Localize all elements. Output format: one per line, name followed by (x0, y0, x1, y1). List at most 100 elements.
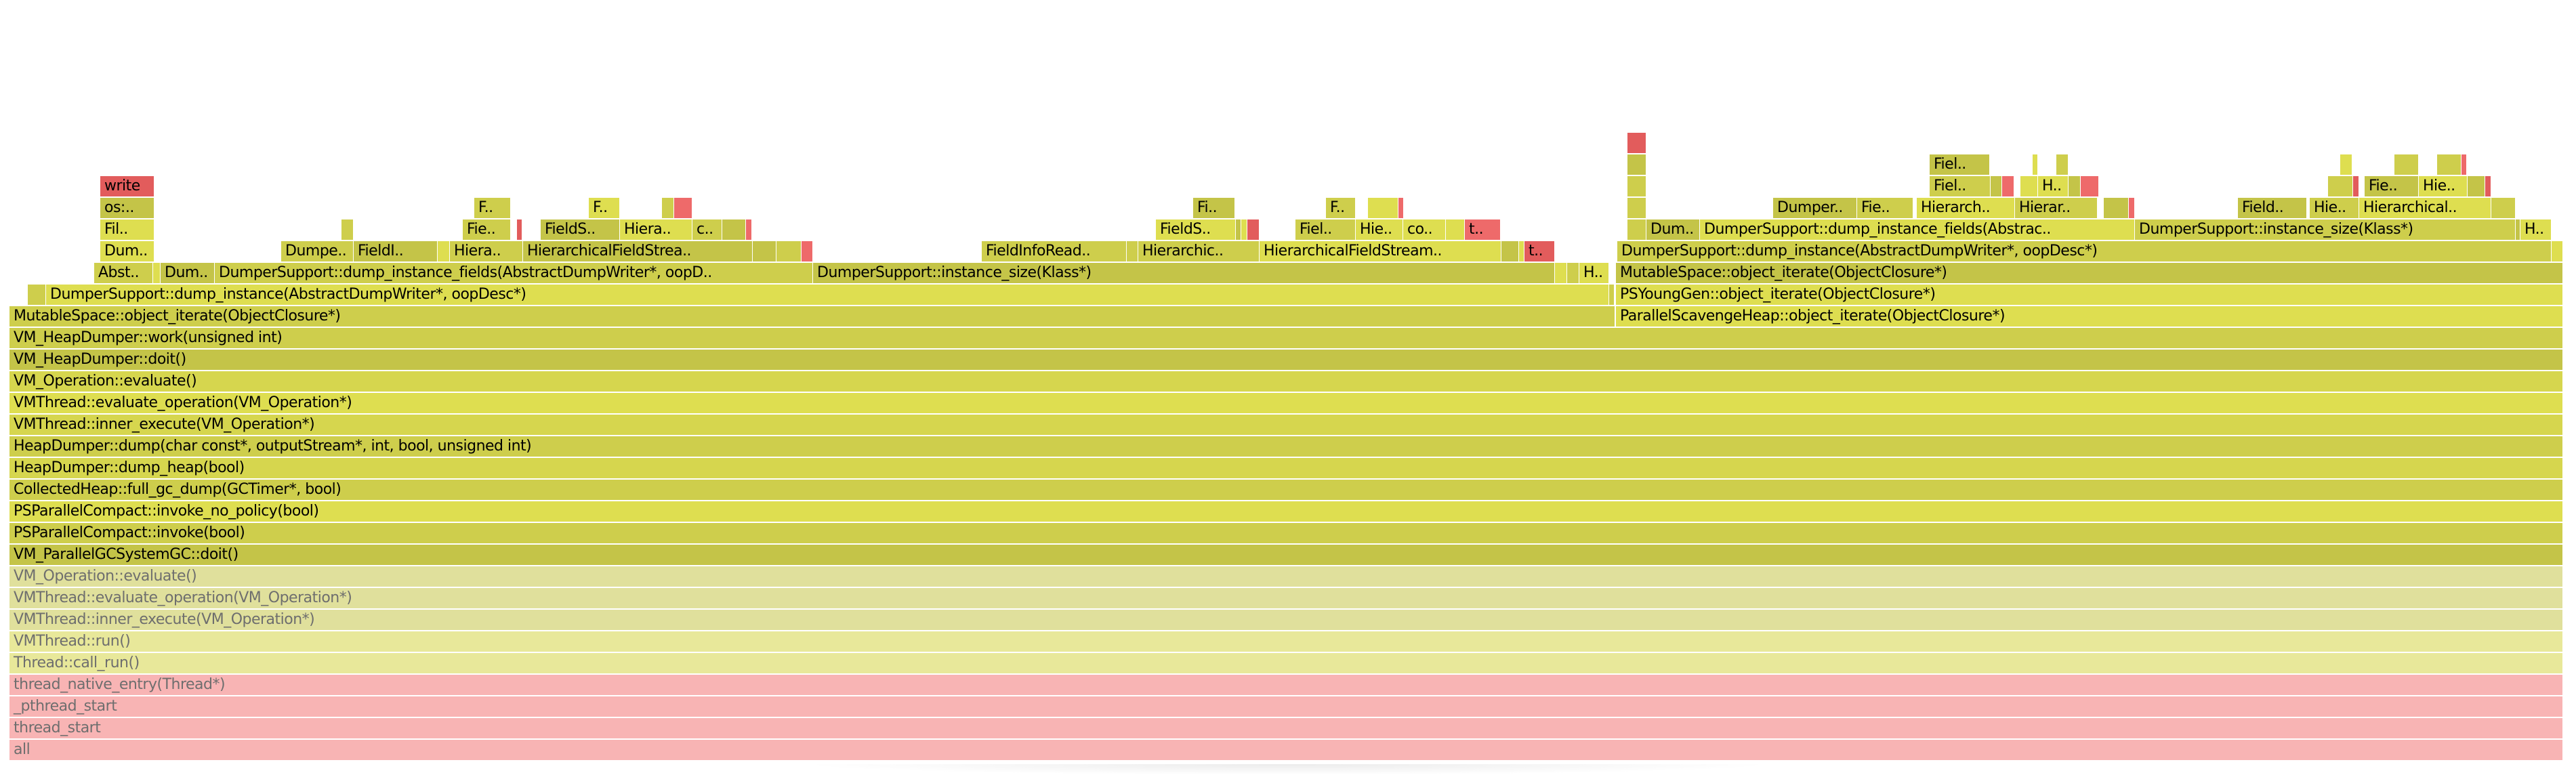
flame-frame[interactable]: DumperSupport::dump_instance(AbstractDum… (46, 285, 1608, 305)
flame-frame[interactable]: VMThread::evaluate_operation(VM_Operatio… (9, 588, 2562, 608)
flame-frame[interactable]: VM_ParallelGCSystemGC::doit() (9, 545, 2562, 565)
flame-frame[interactable]: Hierarch.. (1917, 198, 2014, 218)
flame-frame[interactable]: FieldS.. (541, 219, 619, 240)
flame-frame[interactable] (2552, 241, 2562, 261)
flame-frame[interactable] (776, 241, 801, 261)
flame-frame[interactable] (722, 219, 745, 240)
flame-frame[interactable]: Fiel.. (1930, 176, 1990, 196)
flame-frame[interactable] (153, 263, 160, 283)
flame-frame[interactable]: Hierarchic.. (1138, 241, 1259, 261)
flame-frame[interactable] (2104, 198, 2128, 218)
flame-frame[interactable]: F.. (1326, 198, 1355, 218)
flame-frame[interactable] (2468, 176, 2485, 196)
flame-frame[interactable]: Dum.. (161, 263, 214, 283)
flame-frame[interactable] (2353, 176, 2359, 196)
flame-frame[interactable]: Fie.. (463, 219, 510, 240)
flame-frame[interactable]: HierarchicalFieldStrea.. (523, 241, 752, 261)
flame-frame[interactable]: Fie.. (2365, 176, 2418, 196)
flame-frame[interactable] (2485, 176, 2491, 196)
flame-frame[interactable]: Dumpe.. (281, 241, 353, 261)
flame-frame[interactable]: VM_HeapDumper::work(unsigned int) (9, 328, 2562, 348)
flame-frame[interactable]: Hie.. (2310, 198, 2359, 218)
flame-frame[interactable] (2491, 198, 2515, 218)
flame-frame[interactable] (2328, 176, 2352, 196)
flame-frame[interactable] (2461, 154, 2466, 175)
flame-frame[interactable]: Dumper.. (1773, 198, 1856, 218)
flame-frame[interactable] (1127, 241, 1138, 261)
flame-frame[interactable] (438, 241, 449, 261)
flame-frame[interactable] (517, 219, 522, 240)
flame-frame[interactable]: HierarchicalFieldStream.. (1260, 241, 1501, 261)
flame-frame[interactable]: Thread::call_run() (9, 653, 2562, 673)
flame-frame[interactable] (1627, 219, 1646, 240)
flame-frame[interactable]: Fiel.. (1930, 154, 1989, 175)
flame-frame[interactable] (2033, 154, 2037, 175)
flame-frame[interactable]: Fiel.. (1295, 219, 1355, 240)
flame-frame[interactable] (2002, 176, 2014, 196)
flame-frame[interactable]: VMThread::evaluate_operation(VM_Operatio… (9, 393, 2562, 413)
flame-frame[interactable] (1609, 285, 1614, 305)
flame-frame[interactable] (1368, 198, 1398, 218)
flame-frame[interactable]: DumperSupport::dump_instance_fields(Abst… (1700, 219, 2134, 240)
flame-frame[interactable]: t.. (1524, 241, 1554, 261)
flame-frame[interactable]: Hiera.. (620, 219, 692, 240)
flame-frame[interactable] (2437, 154, 2461, 175)
flame-frame[interactable]: F.. (474, 198, 510, 218)
flame-frame[interactable]: VM_Operation::evaluate() (9, 371, 2562, 392)
flame-frame[interactable]: Field.. (2238, 198, 2306, 218)
flame-frame[interactable] (1398, 198, 1403, 218)
flame-frame[interactable] (802, 241, 812, 261)
flame-frame[interactable]: H.. (2520, 219, 2551, 240)
flame-frame[interactable] (1446, 219, 1464, 240)
flame-frame[interactable] (2069, 176, 2080, 196)
flame-frame[interactable]: co.. (1403, 219, 1445, 240)
flame-frame[interactable]: VMThread::inner_execute(VM_Operation*) (9, 415, 2562, 435)
flame-frame[interactable]: FieldS.. (1156, 219, 1235, 240)
flame-frame[interactable] (1555, 263, 1566, 283)
flame-frame[interactable]: Dum.. (100, 241, 154, 261)
flame-frame[interactable] (753, 241, 776, 261)
flame-frame[interactable]: F.. (589, 198, 619, 218)
flame-frame[interactable]: ParallelScavengeHeap::object_iterate(Obj… (1616, 306, 2562, 327)
flame-frame[interactable] (2129, 198, 2134, 218)
flame-frame[interactable]: DumperSupport::instance_size(Klass*) (813, 263, 1554, 283)
flame-frame[interactable] (1241, 219, 1247, 240)
flame-frame[interactable]: Fi.. (1193, 198, 1234, 218)
flame-frame[interactable] (746, 219, 751, 240)
flame-frame[interactable] (1567, 263, 1579, 283)
flame-frame[interactable] (1247, 219, 1259, 240)
flame-frame[interactable]: VM_HeapDumper::doit() (9, 350, 2562, 370)
flame-frame[interactable] (1627, 198, 1646, 218)
flame-frame[interactable] (2020, 176, 2037, 196)
flame-frame[interactable]: thread_native_entry(Thread*) (9, 675, 2562, 695)
flame-frame[interactable] (1627, 176, 1646, 196)
flame-frame[interactable] (1501, 241, 1518, 261)
flame-frame[interactable]: MutableSpace::object_iterate(ObjectClosu… (9, 306, 1615, 327)
flame-frame[interactable] (2516, 219, 2520, 240)
flame-frame[interactable] (2340, 154, 2352, 175)
flame-frame[interactable]: FieldInfoRead.. (982, 241, 1126, 261)
flame-frame[interactable]: Hierarchical.. (2359, 198, 2491, 218)
flame-frame[interactable] (2056, 154, 2068, 175)
flame-frame[interactable] (662, 198, 673, 218)
flame-frame[interactable] (1519, 241, 1524, 261)
flame-frame[interactable] (1991, 176, 2001, 196)
flame-frame[interactable]: Hierar.. (2015, 198, 2097, 218)
flame-frame[interactable]: H.. (1579, 263, 1608, 283)
flame-frame[interactable] (28, 285, 45, 305)
flame-frame[interactable]: HeapDumper::dump(char const*, outputStre… (9, 436, 2562, 457)
flame-frame[interactable] (674, 198, 692, 218)
flame-frame[interactable]: Fie.. (1857, 198, 1913, 218)
flame-frame[interactable]: DumperSupport::dump_instance(AbstractDum… (1617, 241, 2551, 261)
flame-frame[interactable]: DumperSupport::dump_instance_fields(Abst… (215, 263, 812, 283)
flame-frame[interactable] (1236, 219, 1241, 240)
flame-frame[interactable]: os:.. (100, 198, 154, 218)
flame-frame[interactable] (1627, 133, 1646, 153)
flame-frame[interactable]: Fil.. (100, 219, 154, 240)
flame-frame[interactable]: VM_Operation::evaluate() (9, 566, 2562, 587)
flame-frame[interactable] (2081, 176, 2098, 196)
flame-frame[interactable]: VMThread::run() (9, 631, 2562, 652)
flame-frame[interactable]: thread_start (9, 718, 2562, 738)
flame-frame[interactable]: PSYoungGen::object_iterate(ObjectClosure… (1616, 285, 2562, 305)
flame-frame[interactable]: Abst.. (94, 263, 152, 283)
